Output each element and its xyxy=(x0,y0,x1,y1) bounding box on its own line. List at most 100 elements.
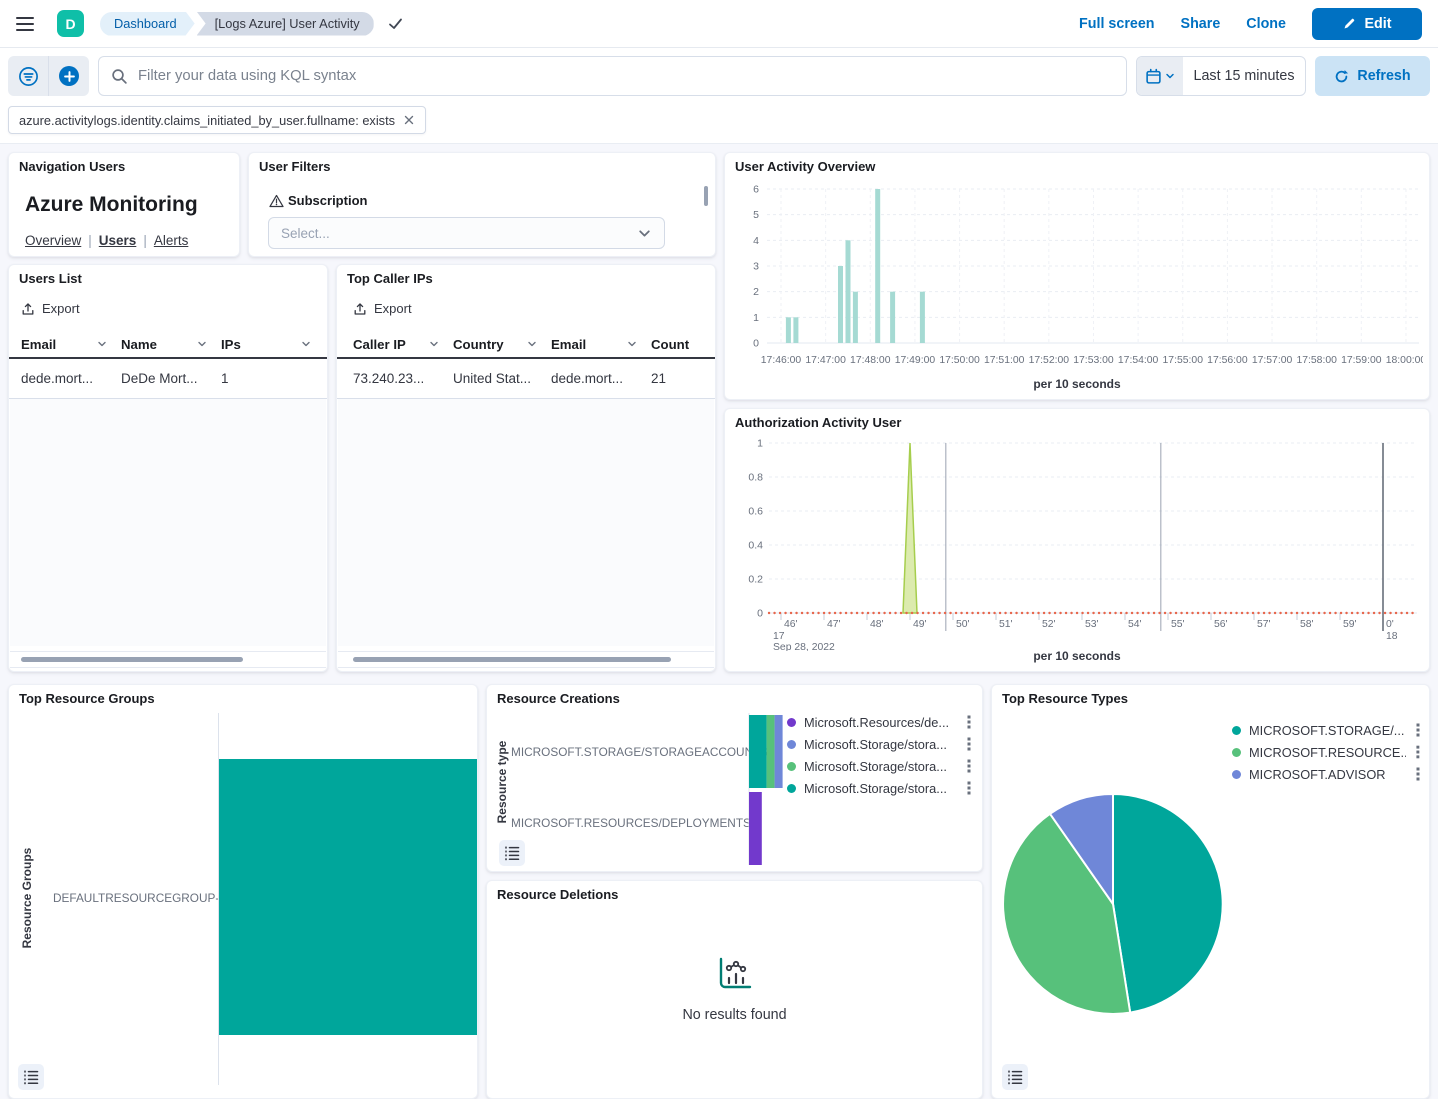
export-button[interactable]: Export xyxy=(353,301,412,316)
legend-item[interactable]: Microsoft.Resources/de... xyxy=(787,711,973,733)
panel-user-filters: User Filters Subscription Select... xyxy=(248,152,716,257)
separator: | xyxy=(88,233,92,248)
column-header[interactable]: Country xyxy=(453,331,551,357)
add-filter-button[interactable] xyxy=(49,56,89,96)
column-header[interactable]: Name xyxy=(121,331,221,357)
legend-item-menu-icon[interactable] xyxy=(1414,723,1422,737)
legend-item-menu-icon[interactable] xyxy=(965,715,973,729)
histogram-bar[interactable] xyxy=(793,317,799,343)
scrollbar-thumb[interactable] xyxy=(704,186,708,206)
legend-item-menu-icon[interactable] xyxy=(965,781,973,795)
legend-item[interactable]: MICROSOFT.RESOURCE... xyxy=(1232,741,1422,763)
histogram-bar[interactable] xyxy=(919,291,925,343)
subscription-select[interactable]: Select... xyxy=(268,217,665,249)
stacked-bar-segment[interactable] xyxy=(749,792,762,865)
table-row[interactable]: 73.240.23... United Stat... dede.mort... 21 xyxy=(337,359,715,399)
table-row[interactable]: dede.mort... DeDe Mort... 1 xyxy=(9,359,327,399)
kql-search-input[interactable] xyxy=(138,68,1114,84)
column-header[interactable]: Email xyxy=(551,331,651,357)
panel-title: Users List xyxy=(19,271,82,286)
export-button[interactable]: Export xyxy=(21,301,80,316)
scrollbar-thumb[interactable] xyxy=(21,657,243,662)
legend-item[interactable]: MICROSOFT.STORAGE/... xyxy=(1232,719,1422,741)
resource-types-pie-chart[interactable] xyxy=(993,784,1233,1024)
pie-slice[interactable] xyxy=(1002,812,1132,1015)
divider xyxy=(338,667,714,668)
svg-text:47': 47' xyxy=(827,619,841,630)
legend-item[interactable]: MICROSOFT.ADVISOR xyxy=(1232,763,1422,785)
empty-chart-icon xyxy=(719,957,751,988)
resource-group-bar[interactable] xyxy=(219,759,477,1035)
panel-title: Authorization Activity User xyxy=(735,415,902,430)
histogram-bar[interactable] xyxy=(890,291,896,343)
kql-search-box xyxy=(98,56,1127,96)
table-header-row: Email Name IPs xyxy=(9,331,327,359)
chevron-down-icon[interactable] xyxy=(429,339,439,349)
time-picker-calendar-button[interactable] xyxy=(1137,57,1183,95)
table-cell: dede.mort... xyxy=(551,371,624,386)
scrollbar-thumb[interactable] xyxy=(353,657,671,662)
authorization-area-chart[interactable]: 0 0.2 0.4 0.6 0.8 1 46' 47' 48' 49' 50' 51' 52' 53' 54… xyxy=(733,435,1423,651)
histogram-bar[interactable] xyxy=(845,240,851,343)
clone-link[interactable]: Clone xyxy=(1246,15,1286,32)
svg-text:17:48:00: 17:48:00 xyxy=(850,355,891,366)
pie-slice[interactable] xyxy=(1049,792,1114,905)
time-range-value[interactable]: Last 15 minutes xyxy=(1193,68,1295,84)
histogram-bar[interactable] xyxy=(785,317,791,343)
menu-icon[interactable] xyxy=(16,12,40,36)
full-screen-link[interactable]: Full screen xyxy=(1079,15,1155,32)
chevron-down-icon[interactable] xyxy=(197,339,207,349)
pie-slice[interactable] xyxy=(1112,793,1224,1014)
svg-text:54': 54' xyxy=(1128,619,1142,630)
panel-title: User Filters xyxy=(259,159,331,174)
activity-spike[interactable] xyxy=(902,442,918,614)
chevron-down-icon[interactable] xyxy=(301,339,311,349)
histogram-bar[interactable] xyxy=(838,266,843,343)
stacked-bar-segment[interactable] xyxy=(774,715,783,788)
stacked-bar-segment[interactable] xyxy=(749,715,767,788)
svg-text:4: 4 xyxy=(753,235,759,247)
legend-toggle-button[interactable] xyxy=(18,1064,44,1090)
legend-item-menu-icon[interactable] xyxy=(1414,767,1422,781)
breadcrumb-dashboard[interactable]: Dashboard xyxy=(100,12,195,36)
stacked-bar-segment[interactable] xyxy=(766,715,775,788)
chevron-down-icon[interactable] xyxy=(527,339,537,349)
svg-text:17:56:00: 17:56:00 xyxy=(1207,355,1248,366)
legend-toggle-button[interactable] xyxy=(1002,1064,1028,1090)
chevron-down-icon[interactable] xyxy=(627,339,637,349)
column-header[interactable]: Caller IP xyxy=(353,331,453,357)
legend-item-menu-icon[interactable] xyxy=(965,737,973,751)
histogram-bar[interactable] xyxy=(852,291,858,343)
nav-link-overview[interactable]: Overview xyxy=(25,233,82,248)
legend-item-menu-icon[interactable] xyxy=(1414,745,1422,759)
panel-user-activity-overview: User Activity Overview 0 1 2 3 4 5 6 17:46:00 17… xyxy=(724,152,1430,400)
nav-link-users[interactable]: Users xyxy=(98,233,137,248)
chevron-down-icon[interactable] xyxy=(97,339,107,349)
no-results-placeholder: No results found xyxy=(487,881,982,1098)
divider xyxy=(48,56,49,96)
legend-item[interactable]: Microsoft.Storage/stora... xyxy=(787,755,973,777)
close-icon[interactable] xyxy=(403,114,415,126)
check-icon xyxy=(388,18,402,29)
histogram-bar[interactable] xyxy=(875,189,881,343)
filter-pill[interactable]: azure.activitylogs.identity.claims_initi… xyxy=(8,106,427,134)
y-axis-label: Resource Groups xyxy=(20,847,34,949)
column-header[interactable]: Email xyxy=(21,331,121,357)
panel-title: Top Resource Groups xyxy=(19,691,155,706)
saved-queries-button[interactable] xyxy=(8,56,48,96)
legend-item[interactable]: Microsoft.Storage/stora... xyxy=(787,777,973,799)
column-header[interactable]: IPs xyxy=(221,331,325,357)
legend-item-menu-icon[interactable] xyxy=(965,759,973,773)
resource-creations-bar-chart[interactable] xyxy=(745,709,984,869)
space-avatar[interactable]: D xyxy=(57,10,84,37)
refresh-button[interactable]: Refresh xyxy=(1315,56,1430,96)
column-header[interactable]: Count xyxy=(651,336,690,352)
svg-text:53': 53' xyxy=(1085,619,1099,630)
share-link[interactable]: Share xyxy=(1180,15,1221,32)
legend-item[interactable]: Microsoft.Storage/stora... xyxy=(787,733,973,755)
legend-toggle-button[interactable] xyxy=(499,840,525,866)
edit-button[interactable]: Edit xyxy=(1312,7,1422,40)
svg-text:0': 0' xyxy=(1386,619,1394,630)
nav-link-alerts[interactable]: Alerts xyxy=(153,233,189,248)
